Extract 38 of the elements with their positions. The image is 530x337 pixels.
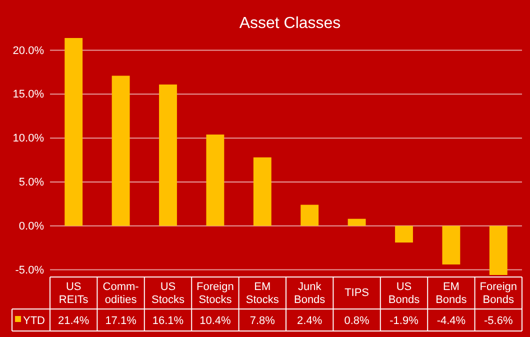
data-label: 10.4% [200, 315, 232, 327]
x-tick-label: EM Bonds [436, 281, 468, 306]
data-label: 7.8% [250, 315, 276, 327]
x-tick-label: Foreign Bonds [480, 281, 518, 306]
y-tick-label: -5.0% [15, 264, 44, 276]
x-tick-label: US REITs [58, 281, 89, 306]
data-label: 2.4% [297, 315, 322, 327]
data-label: 17.1% [105, 315, 137, 327]
data-label: 21.4% [58, 315, 90, 327]
x-tick-label: Foreign Stocks [196, 281, 234, 306]
x-tick-label: Comm-odities [102, 281, 140, 306]
bar [395, 226, 413, 243]
bar [253, 157, 272, 226]
bar [300, 204, 319, 226]
y-tick-label: 0.0% [18, 220, 44, 232]
bar [64, 38, 83, 226]
data-label: 0.8% [344, 315, 370, 327]
bar [489, 226, 508, 275]
y-tick-label: 10.0% [12, 132, 44, 145]
y-tick-label: 20.0% [12, 44, 44, 57]
y-tick-label: 5.0% [18, 176, 44, 188]
bar [206, 134, 224, 226]
y-tick-label: 15.0% [12, 88, 44, 101]
x-tick-label: TIPS [344, 287, 370, 299]
bar [348, 218, 366, 226]
x-tick-label: US Stocks [151, 281, 186, 306]
x-tick-label: US Bonds [388, 281, 420, 306]
bar [159, 84, 177, 226]
x-tick-label: Junk Bonds [294, 281, 326, 306]
data-label: -5.6% [484, 315, 513, 327]
bar [442, 226, 460, 264]
data-label: -4.4% [436, 315, 466, 327]
data-label: -1.9% [390, 315, 419, 327]
data-label: 16.1% [152, 315, 184, 327]
legend-label: YTD [23, 315, 46, 327]
bar [112, 76, 130, 226]
x-tick-label: EM Stocks [246, 281, 280, 306]
chart-title: Asset Classes [239, 15, 341, 32]
